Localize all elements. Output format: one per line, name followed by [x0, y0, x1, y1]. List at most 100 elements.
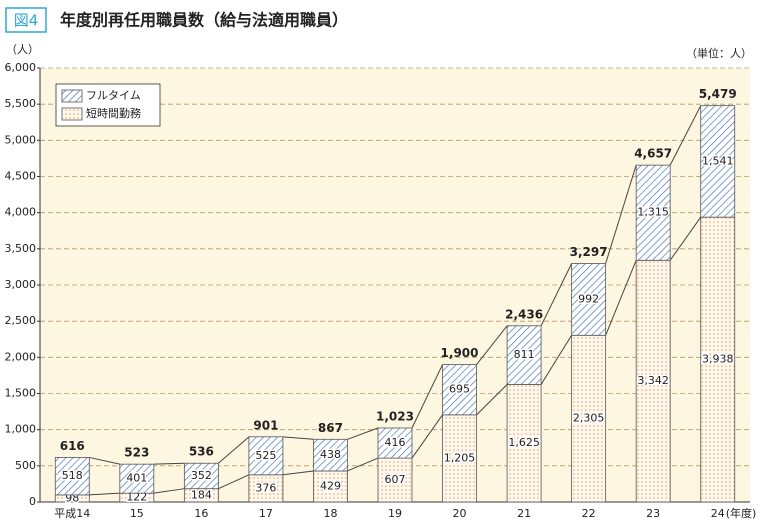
legend-label: フルタイム [86, 89, 141, 102]
bar-value-label: 811 [514, 348, 535, 361]
connector [153, 462, 185, 465]
connector [89, 492, 120, 496]
bar-segment [442, 364, 477, 416]
legend-swatch [61, 107, 83, 121]
total-label: 2,436 [505, 307, 543, 321]
bar-segment [700, 105, 736, 218]
y-tick-label: 3,500 [5, 242, 37, 255]
chart-title: 年度別再任用職員数（給与法適用職員） [60, 11, 348, 30]
bar-segment [377, 427, 413, 459]
bar-segment [183, 462, 219, 490]
bar-value-label: 3,938 [702, 353, 734, 366]
figure-label-box [5, 7, 47, 33]
total-label: 3,297 [570, 245, 608, 259]
connector [540, 335, 573, 385]
bar-segment [119, 463, 155, 494]
bar-value-label: 695 [449, 383, 470, 396]
bar-value-label: 1,625 [508, 436, 540, 449]
total-label: 616 [60, 439, 85, 453]
figure-label: 図4 [14, 12, 39, 30]
y-axis-label: （人） [6, 43, 39, 56]
x-tick-label: 22 [582, 507, 596, 520]
bar-segment [571, 263, 607, 336]
connector [218, 436, 250, 464]
y-tick-label: 0 [29, 495, 36, 508]
x-tick-label: 15 [130, 507, 144, 520]
bar-segment [506, 325, 542, 385]
connector [282, 470, 314, 476]
connector [347, 457, 379, 472]
total-label: 1,023 [376, 410, 414, 424]
total-label: 4,657 [634, 147, 672, 161]
connector [411, 414, 443, 459]
legend-swatch [61, 89, 83, 103]
bar-value-label: 438 [320, 448, 341, 461]
connector [669, 105, 702, 166]
y-tick-label: 4,000 [5, 206, 37, 219]
bar-segment [377, 457, 413, 503]
total-label: 1,900 [441, 346, 479, 360]
bar-value-label: 518 [62, 469, 83, 482]
x-tick-label: 24 [711, 507, 725, 520]
bar-segment [54, 457, 90, 496]
legend-label: 短時間勤務 [86, 106, 141, 120]
x-tick-label: 21 [517, 507, 531, 520]
plot: 0 500 1,000 1,500 2,000 2,500 3,000 3,500 4,000 4… [5, 61, 757, 520]
connector [540, 263, 573, 327]
y-tick-label: 2,000 [5, 350, 37, 363]
connector [476, 384, 508, 416]
x-axis-label: (年度) [726, 506, 757, 520]
x-tick-label: 20 [453, 507, 467, 520]
bar-value-label: 352 [191, 469, 212, 482]
bar-value-label: 2,305 [573, 412, 605, 425]
y-tick-label: 6,000 [5, 61, 37, 74]
y-tick-label: 1,000 [5, 423, 37, 436]
total-label: 523 [124, 446, 149, 460]
bar-value-label: 1,315 [637, 206, 669, 219]
bar-segment [700, 216, 736, 503]
bar-segment [248, 436, 284, 476]
connector [411, 364, 443, 429]
x-tick-label: 16 [194, 507, 208, 520]
x-tick-label: 19 [388, 507, 402, 520]
connector [347, 427, 379, 440]
connector [476, 325, 508, 365]
bar-segment [635, 259, 671, 503]
x-tick-label: 18 [323, 507, 337, 520]
connector [605, 164, 637, 264]
y-tick-label: 4,500 [5, 170, 37, 183]
total-label: 901 [253, 418, 278, 432]
connector [282, 436, 314, 440]
total-label: 5,479 [699, 87, 737, 101]
y-tick-label: 5,000 [5, 133, 37, 146]
bar-value-label: 184 [191, 488, 212, 501]
bar-value-label: 1,205 [444, 451, 476, 464]
bar-value-label: 401 [126, 472, 147, 485]
bar-segment [506, 384, 542, 503]
bar-value-label: 376 [255, 481, 276, 494]
bar-value-label: 992 [578, 292, 599, 305]
bar-value-label: 1,541 [702, 154, 734, 167]
bar-value-label: 525 [255, 449, 276, 462]
x-tick-label: 平成14 [54, 507, 90, 520]
connector [605, 260, 637, 336]
y-tick-label: 3,000 [5, 278, 37, 291]
y-tick-label: 1,500 [5, 387, 37, 400]
bar-segment [313, 438, 348, 472]
y-tick-label: 5,500 [5, 97, 37, 110]
bar-value-label: 429 [320, 479, 341, 492]
y-tick-label: 2,500 [5, 314, 37, 327]
bar-segment [635, 164, 671, 261]
x-tick-label: 17 [259, 507, 273, 520]
x-tick-label: 23 [646, 507, 660, 520]
total-label: 867 [318, 421, 343, 435]
connector [89, 456, 120, 465]
total-label: 536 [189, 445, 214, 459]
connector [669, 216, 702, 261]
y-tick-label: 500 [15, 459, 36, 472]
bar-segment [442, 414, 477, 503]
bar-value-label: 416 [385, 436, 406, 449]
connector [218, 474, 250, 490]
unit-note: （単位：人） [686, 46, 752, 60]
